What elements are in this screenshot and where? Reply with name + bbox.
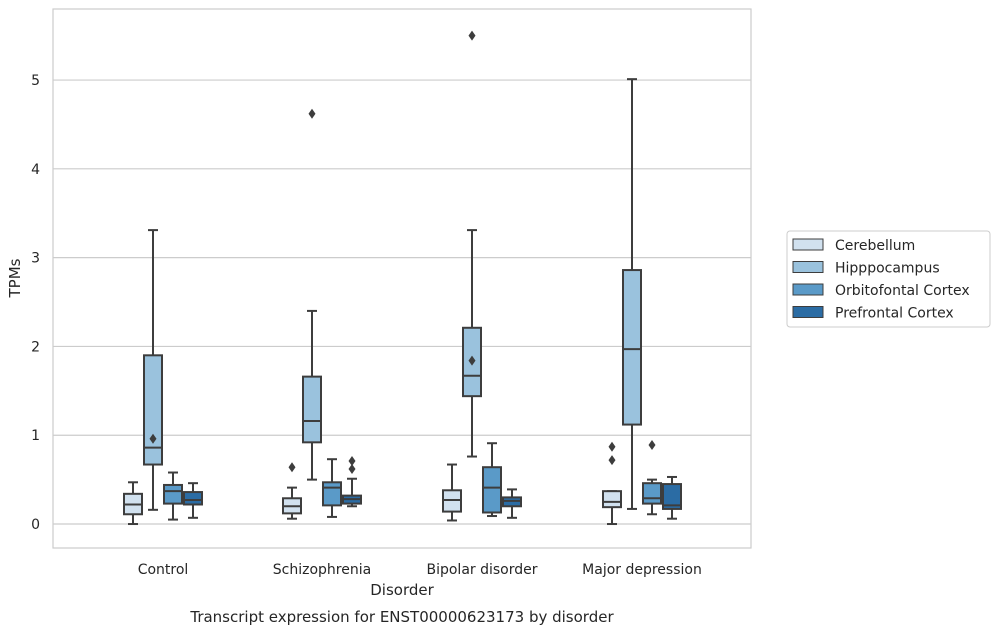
iqr-box [662, 483, 682, 510]
y-tick-label: 1 [31, 428, 40, 444]
legend-frame [786, 230, 991, 328]
outlier-point [149, 433, 157, 444]
series-cerebellum [123, 441, 622, 526]
box-series [123, 30, 682, 526]
x-tick-label: Schizophrenia [273, 562, 371, 578]
x-axis-ticks: Control Schizophrenia Bipolar disorder Majo… [138, 562, 702, 578]
box [462, 30, 482, 458]
y-axis-ticks: 0 1 2 3 4 5 [31, 73, 40, 533]
iqr-box [622, 269, 642, 426]
legend-label: Orbitofontal Cortex [835, 283, 970, 299]
iqr-box [183, 491, 203, 506]
outlier-point [648, 439, 656, 450]
box [322, 458, 342, 518]
x-tick-label: Bipolar disorder [426, 562, 537, 578]
x-tick-label: Major depression [582, 562, 702, 578]
series-hipppocampus [143, 30, 642, 511]
y-tick-label: 0 [31, 517, 40, 533]
box [662, 475, 682, 520]
box [642, 439, 662, 516]
outlier-point [608, 455, 616, 466]
outlier-point [468, 30, 476, 41]
x-tick-label: Control [138, 562, 189, 578]
box [622, 78, 642, 510]
iqr-box [322, 481, 342, 507]
legend: Cerebellum Hipppocampus Orbitofontal Corte… [786, 230, 991, 328]
iqr-box [143, 354, 163, 466]
outlier-point [608, 441, 616, 452]
iqr-box [163, 483, 183, 505]
x-axis-label: Disorder [370, 581, 434, 599]
legend-label: Cerebellum [835, 238, 915, 254]
box [302, 108, 322, 481]
box [602, 441, 622, 526]
outlier-point [308, 108, 316, 119]
box [183, 482, 203, 519]
series-orbitofontal-cortex [163, 439, 662, 521]
box [342, 455, 362, 508]
legend-label: Hipppocampus [835, 261, 940, 277]
plot-area-frame [52, 8, 752, 549]
box [282, 462, 302, 520]
iqr-box [482, 466, 502, 514]
y-tick-label: 2 [31, 339, 40, 355]
box [123, 481, 143, 526]
iqr-box [302, 375, 322, 444]
box [143, 229, 163, 511]
iqr-box [602, 490, 622, 509]
box [482, 442, 502, 518]
legend-swatch [792, 283, 824, 296]
box [163, 471, 183, 521]
box [442, 463, 462, 522]
iqr-box [642, 482, 662, 505]
legend-swatch [792, 238, 824, 251]
series-prefrontal-cortex [183, 455, 682, 520]
legend-swatch [792, 306, 824, 318]
legend-label: Prefrontal Cortex [835, 306, 954, 322]
y-tick-label: 4 [31, 162, 40, 178]
chart-title: Transcript expression for ENST0000062317… [189, 608, 614, 626]
box [502, 488, 522, 519]
legend-swatch [792, 261, 824, 273]
outlier-point [348, 455, 356, 466]
outlier-point [348, 463, 356, 474]
outlier-point [468, 355, 476, 366]
outlier-point [288, 462, 296, 473]
y-axis-label: TPMs [6, 258, 24, 298]
y-tick-label: 5 [31, 73, 40, 89]
y-tick-label: 3 [31, 251, 40, 267]
gridlines [53, 79, 751, 525]
